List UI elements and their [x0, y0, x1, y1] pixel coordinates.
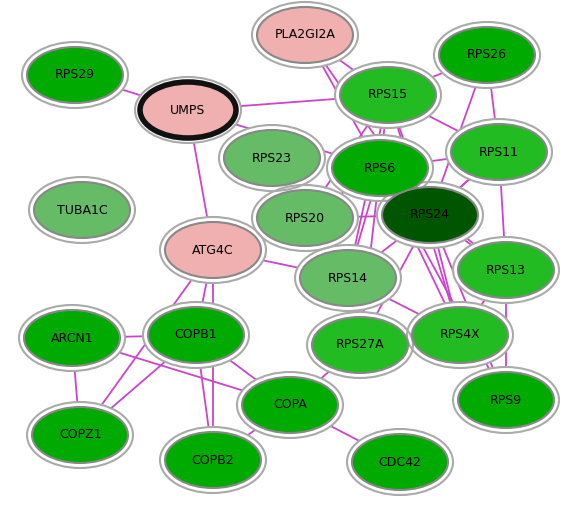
Ellipse shape [27, 402, 133, 468]
Text: ARCN1: ARCN1 [51, 332, 93, 344]
Text: RPS4X: RPS4X [440, 329, 481, 341]
Text: RPS14: RPS14 [328, 271, 368, 284]
Text: RPS26: RPS26 [467, 48, 507, 61]
Ellipse shape [165, 432, 261, 488]
Ellipse shape [451, 124, 547, 180]
Ellipse shape [453, 367, 559, 433]
Ellipse shape [29, 177, 135, 243]
Ellipse shape [22, 42, 128, 108]
Text: RPS27A: RPS27A [336, 338, 384, 352]
Ellipse shape [165, 222, 261, 278]
Ellipse shape [347, 429, 453, 495]
Text: CDC42: CDC42 [378, 456, 422, 468]
Text: RPS24: RPS24 [410, 208, 450, 221]
Ellipse shape [237, 372, 343, 438]
Ellipse shape [434, 22, 540, 88]
Ellipse shape [458, 242, 554, 298]
Text: UMPS: UMPS [171, 104, 206, 116]
Ellipse shape [143, 302, 249, 368]
Text: RPS15: RPS15 [368, 88, 408, 102]
Ellipse shape [377, 182, 483, 248]
Text: RPS11: RPS11 [479, 145, 519, 158]
Text: COPA: COPA [273, 398, 307, 411]
Ellipse shape [312, 317, 408, 373]
Ellipse shape [252, 2, 358, 68]
Ellipse shape [160, 217, 266, 283]
Text: RPS6: RPS6 [364, 162, 396, 175]
Ellipse shape [135, 77, 241, 143]
Text: COPB2: COPB2 [192, 454, 234, 466]
Ellipse shape [224, 130, 320, 186]
Ellipse shape [439, 27, 535, 83]
Ellipse shape [160, 427, 266, 493]
Text: RPS9: RPS9 [490, 394, 522, 406]
Text: RPS13: RPS13 [486, 264, 526, 276]
Ellipse shape [295, 245, 401, 311]
Text: COPZ1: COPZ1 [59, 429, 101, 441]
Ellipse shape [19, 305, 125, 371]
Ellipse shape [32, 407, 128, 463]
Ellipse shape [332, 140, 428, 196]
Ellipse shape [257, 7, 353, 63]
Ellipse shape [458, 372, 554, 428]
Ellipse shape [307, 312, 413, 378]
Text: RPS23: RPS23 [252, 151, 292, 165]
Text: RPS29: RPS29 [55, 69, 95, 81]
Ellipse shape [327, 135, 433, 201]
Ellipse shape [412, 307, 508, 363]
Ellipse shape [340, 67, 436, 123]
Ellipse shape [24, 310, 120, 366]
Ellipse shape [382, 187, 478, 243]
Ellipse shape [407, 302, 513, 368]
Ellipse shape [140, 82, 236, 138]
Ellipse shape [34, 182, 130, 238]
Ellipse shape [242, 377, 338, 433]
Ellipse shape [27, 47, 123, 103]
Ellipse shape [257, 190, 353, 246]
Ellipse shape [352, 434, 448, 490]
Text: ATG4C: ATG4C [192, 243, 234, 257]
Text: TUBA1C: TUBA1C [57, 204, 107, 216]
Text: COPB1: COPB1 [175, 329, 217, 341]
Ellipse shape [446, 119, 552, 185]
Ellipse shape [148, 307, 244, 363]
Ellipse shape [335, 62, 441, 128]
Ellipse shape [219, 125, 325, 191]
Ellipse shape [453, 237, 559, 303]
Text: RPS20: RPS20 [285, 211, 325, 225]
Ellipse shape [300, 250, 396, 306]
Text: PLA2GI2A: PLA2GI2A [274, 28, 335, 42]
Ellipse shape [252, 185, 358, 251]
